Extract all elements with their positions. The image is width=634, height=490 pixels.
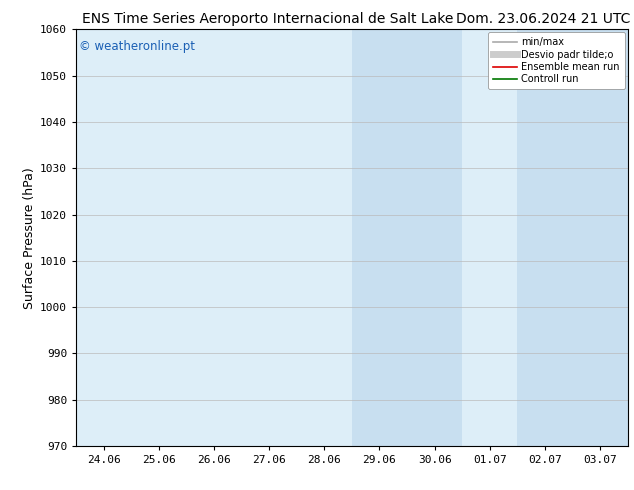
Bar <box>517 29 628 446</box>
Text: © weatheronline.pt: © weatheronline.pt <box>79 40 195 53</box>
Legend: min/max, Desvio padr tilde;o, Ensemble mean run, Controll run: min/max, Desvio padr tilde;o, Ensemble m… <box>488 32 624 89</box>
Bar <box>76 29 103 446</box>
Y-axis label: Surface Pressure (hPa): Surface Pressure (hPa) <box>23 167 36 309</box>
Bar <box>352 29 462 446</box>
Text: Dom. 23.06.2024 21 UTC: Dom. 23.06.2024 21 UTC <box>456 12 631 26</box>
Text: ENS Time Series Aeroporto Internacional de Salt Lake: ENS Time Series Aeroporto Internacional … <box>82 12 454 26</box>
